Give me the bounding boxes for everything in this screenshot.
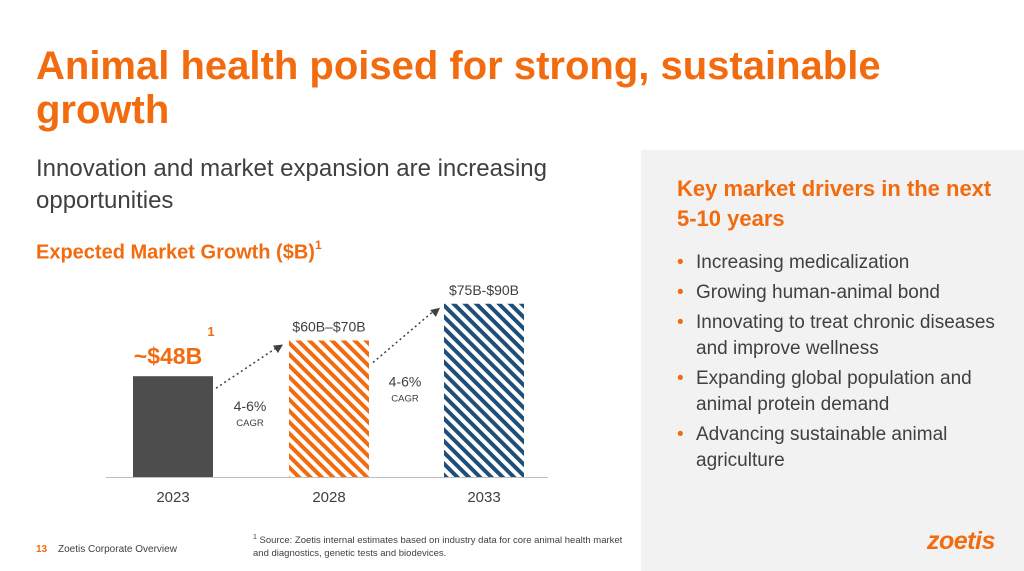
chart-heading: Expected Market Growth ($B)1	[36, 234, 322, 266]
chart-heading-text: Expected Market Growth ($B)	[36, 241, 315, 264]
cagr-label: CAGR	[236, 418, 264, 429]
bullet-icon: •	[677, 312, 684, 333]
page-number: 13	[36, 544, 48, 555]
zoetis-logo: zoetis	[927, 527, 995, 555]
bar-2033	[444, 303, 524, 477]
growth-arrow-head	[273, 344, 283, 354]
bullet-icon: •	[677, 252, 684, 273]
driver-text: Growing human-animal bond	[696, 282, 940, 303]
driver-text: Expanding global population and animal p…	[696, 368, 972, 415]
data-label: ~$48B	[134, 343, 202, 369]
chart-layer: 2023 2028 2033 ~$48B 1 $60B–$70B $75B-$90B 4-6%…	[106, 282, 548, 506]
chart-heading-footnote-marker: 1	[314, 238, 322, 252]
drivers-list: • Increasing medicalization • Growing huma…	[677, 250, 1007, 478]
driver-item: • Growing human-animal bond	[677, 280, 1007, 306]
x-tick-label: 2023	[156, 489, 189, 506]
driver-item: • Increasing medicalization	[677, 250, 1007, 276]
bullet-icon: •	[677, 424, 684, 445]
data-label: $60B–$70B	[292, 319, 365, 335]
cagr-rate: 4-6%	[234, 398, 267, 414]
bar-2023	[133, 376, 213, 477]
growth-arrow-line	[372, 310, 435, 364]
market-growth-chart: 2023 2028 2033 ~$48B 1 $60B–$70B $75B-$90B 4-6%…	[106, 282, 548, 506]
drivers-panel	[641, 150, 1024, 571]
growth-arrow-head	[430, 307, 440, 317]
driver-text: Increasing medicalization	[696, 252, 910, 273]
bullet-icon: •	[677, 282, 684, 303]
x-tick-label: 2028	[312, 489, 345, 506]
data-label-footnote-marker: 1	[207, 324, 214, 339]
driver-text: Advancing sustainable animal agriculture	[696, 424, 948, 471]
cagr-label: CAGR	[391, 394, 419, 405]
driver-item: • Innovating to treat chronic diseases an…	[677, 310, 1007, 362]
data-label: $75B-$90B	[449, 282, 519, 298]
footnote-text: Source: Zoetis internal estimates based …	[253, 535, 623, 560]
driver-item: • Advancing sustainable animal agricultur…	[677, 422, 1007, 474]
driver-item: • Expanding global population and animal …	[677, 366, 1007, 418]
drivers-panel-title: Key market drivers in the next 5-10 year…	[677, 176, 992, 231]
cagr-rate: 4-6%	[389, 374, 422, 390]
footnote-marker: 1	[253, 534, 257, 541]
growth-arrow-line	[215, 346, 278, 389]
bar-2028	[289, 340, 369, 477]
bullet-icon: •	[677, 368, 684, 389]
slide-title: Animal health poised for strong, sustain…	[36, 44, 881, 132]
x-tick-label: 2033	[467, 489, 500, 506]
driver-text: Innovating to treat chronic diseases and…	[696, 312, 995, 359]
footer-label: Zoetis Corporate Overview	[58, 544, 177, 555]
source-footnote: 1 Source: Zoetis internal estimates base…	[253, 531, 633, 560]
slide-subtitle: Innovation and market expansion are incr…	[36, 155, 547, 214]
